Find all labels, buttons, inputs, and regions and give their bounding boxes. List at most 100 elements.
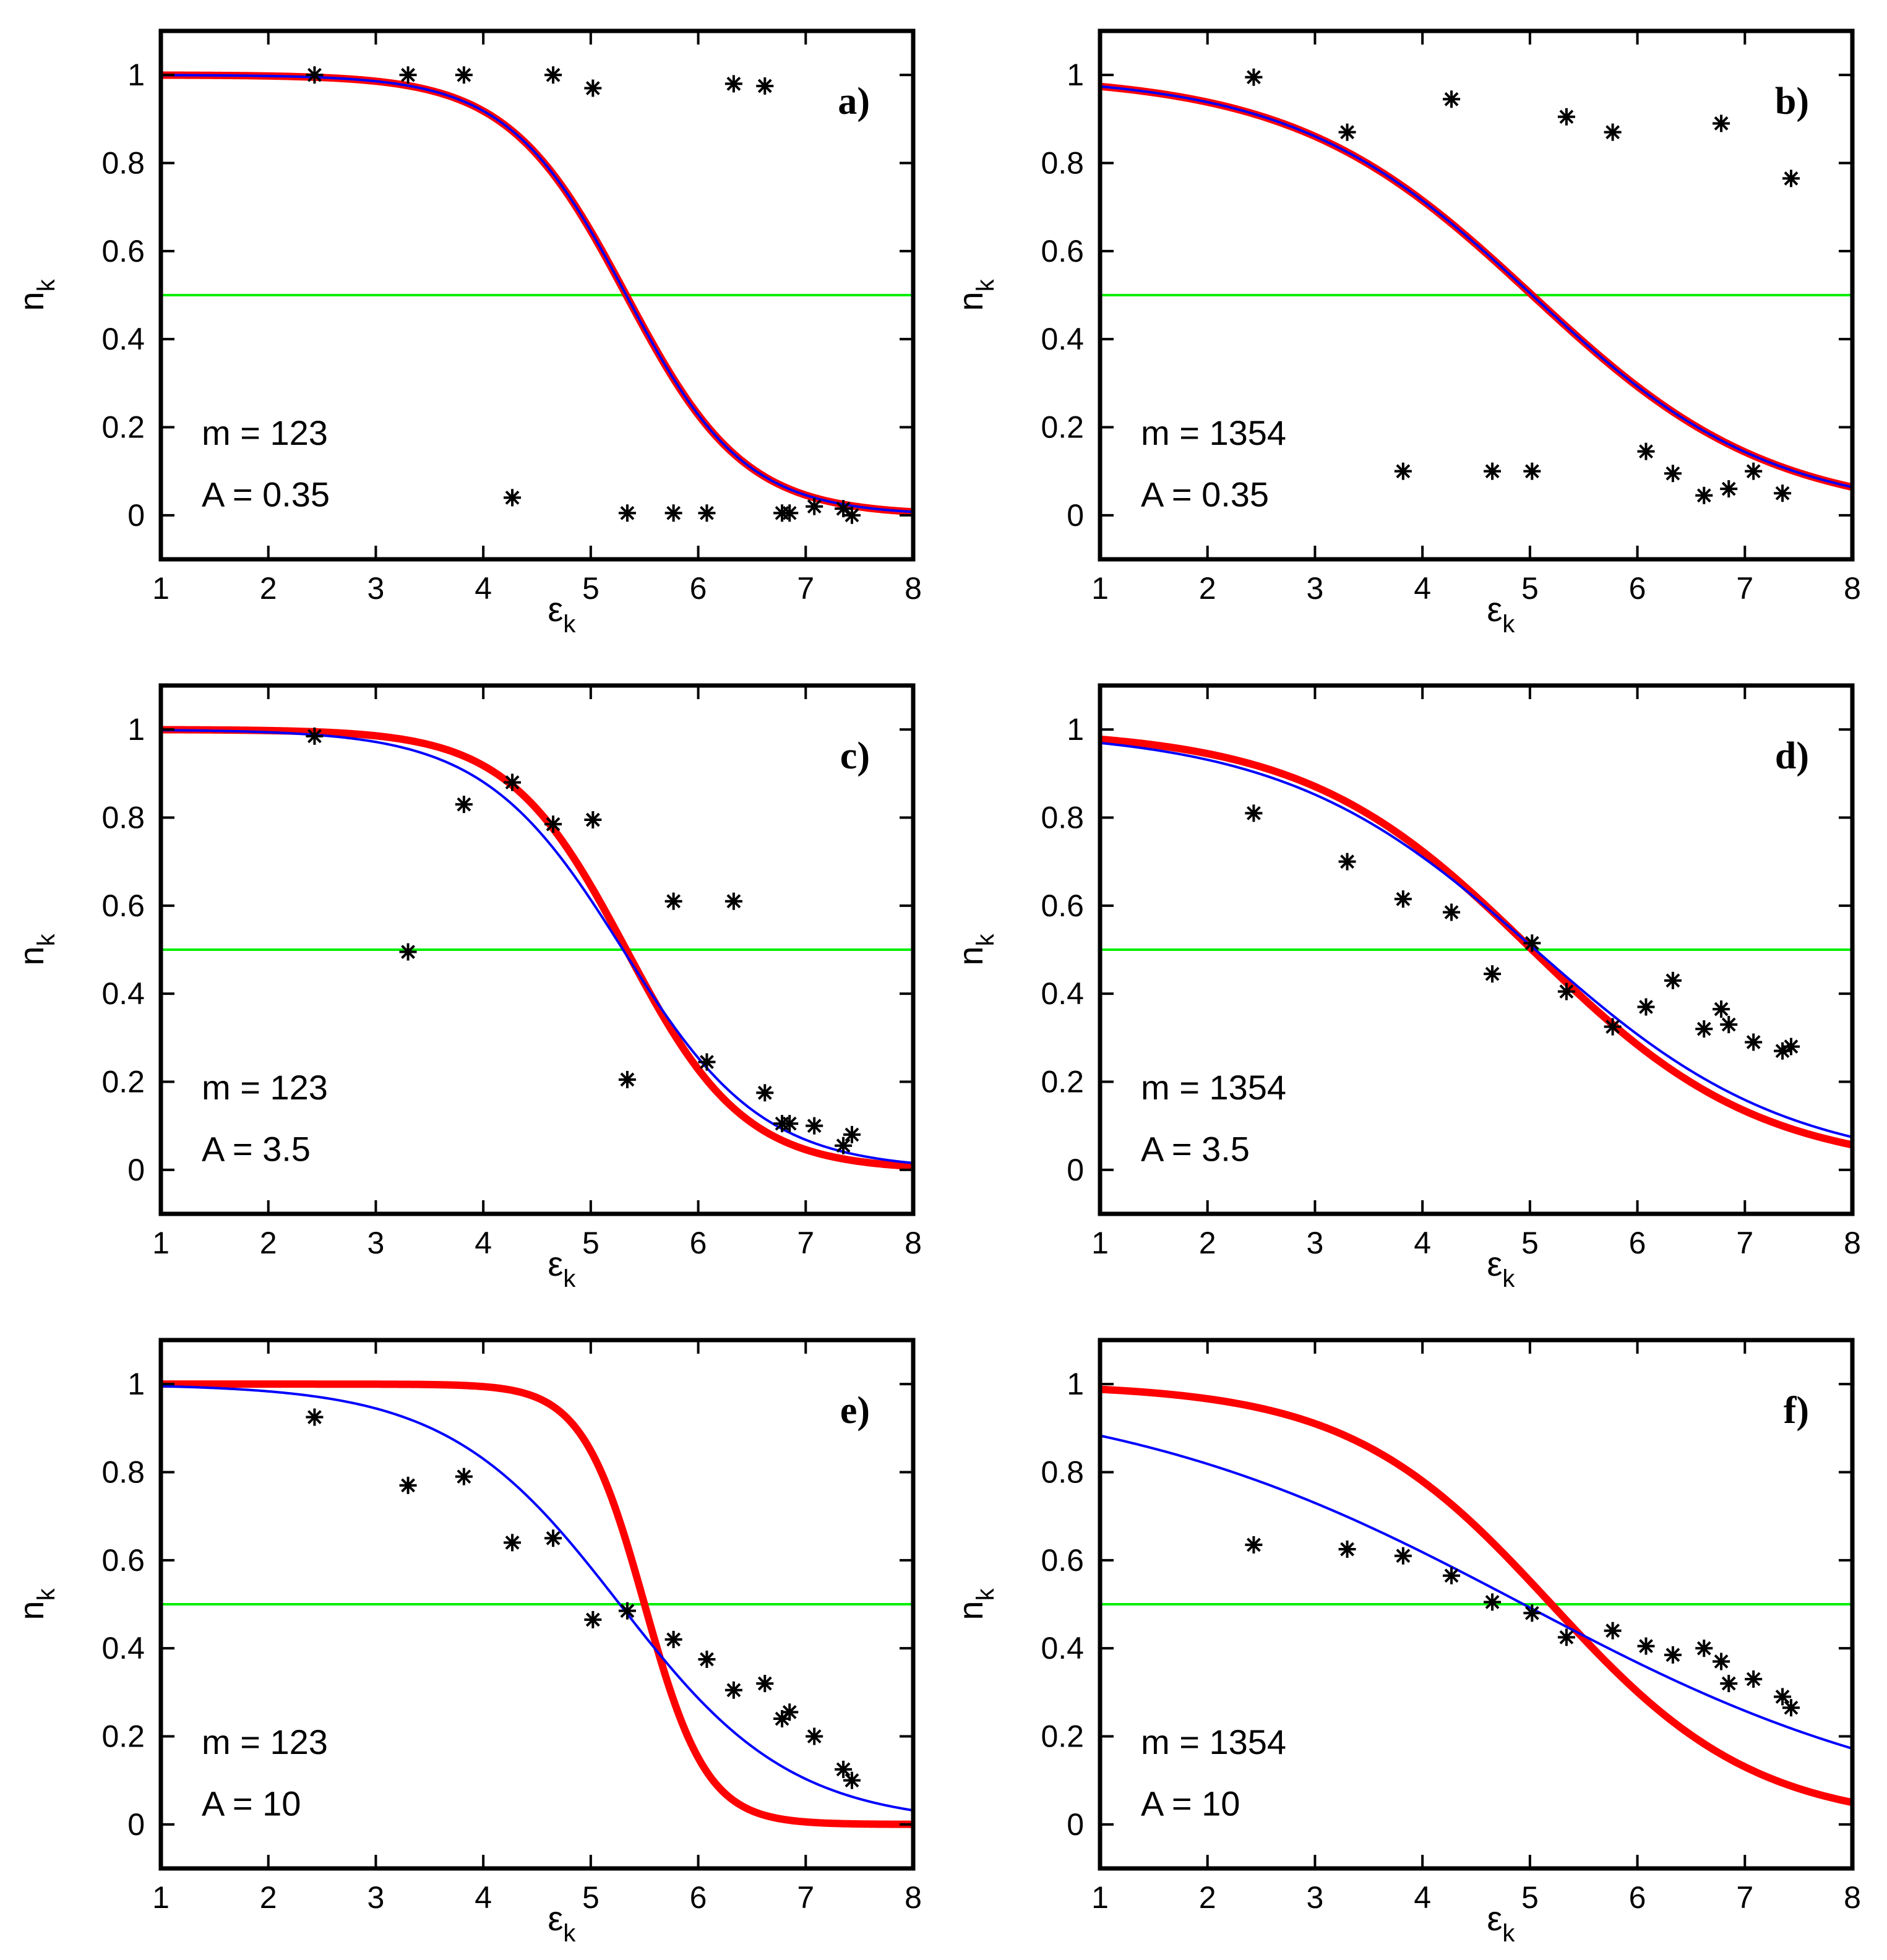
data-point: [1245, 68, 1263, 86]
data-point: [455, 66, 473, 84]
marker-stroke: [1696, 1641, 1711, 1656]
y-axis-label: nk: [12, 278, 60, 311]
marker-stroke: [700, 1055, 714, 1069]
x-tick-label: 8: [1844, 571, 1861, 606]
data-point: [1523, 462, 1541, 480]
data-point: [781, 1703, 799, 1721]
marker-stroke: [700, 1652, 714, 1667]
x-tick-label: 6: [1629, 1226, 1646, 1260]
data-point: [584, 79, 602, 97]
x-tick-label: 6: [690, 1226, 707, 1260]
data-point: [1338, 1541, 1356, 1558]
marker-stroke: [1559, 984, 1574, 999]
red-fit-curve: [161, 1380, 913, 1828]
x-axis-label: εk: [548, 1899, 576, 1947]
x-tick-label: 7: [797, 1880, 814, 1915]
x-tick-label: 8: [1844, 1880, 1861, 1915]
marker-stroke: [1340, 1542, 1354, 1557]
y-axis-label: nk: [12, 933, 60, 965]
blue-fit-curve: [1100, 741, 1852, 1138]
x-tick-label: 7: [1736, 1880, 1753, 1915]
y-tick-label: 0.8: [1041, 801, 1084, 835]
marker-stroke: [807, 1119, 822, 1133]
panel-label: c): [840, 735, 870, 777]
data-point: [504, 773, 522, 791]
marker-stroke: [620, 1072, 635, 1087]
data-point: [618, 504, 636, 522]
y-tick-label: 0.2: [101, 1065, 145, 1099]
marker-stroke: [836, 1138, 851, 1153]
marker-stroke: [1721, 1676, 1736, 1691]
marker-stroke: [505, 1535, 520, 1550]
x-tick-label: 1: [1091, 1226, 1109, 1260]
marker-stroke: [1639, 1000, 1653, 1014]
marker-stroke: [700, 505, 714, 520]
x-tick-label: 8: [905, 1226, 922, 1260]
y-tick-label: 0.2: [1041, 410, 1084, 445]
marker-stroke: [585, 812, 600, 827]
data-point: [1443, 1567, 1461, 1584]
data-point: [835, 1137, 853, 1154]
marker-stroke: [845, 1773, 859, 1788]
x-tick-label: 3: [368, 1226, 385, 1260]
y-tick-label: 0: [127, 498, 145, 533]
x-tick-label: 5: [582, 571, 600, 606]
marker-stroke: [1559, 1630, 1574, 1644]
marker-stroke: [782, 505, 797, 520]
marker-stroke: [1485, 1595, 1500, 1609]
x-tick-label: 6: [1629, 571, 1646, 606]
x-axis-label-main: ε: [548, 1244, 563, 1283]
marker-stroke: [1246, 1537, 1261, 1552]
data-point: [806, 1117, 823, 1135]
y-tick-label: 1: [1067, 58, 1084, 92]
data-point: [843, 1125, 861, 1143]
marker-stroke: [1696, 1021, 1711, 1036]
y-axis-label-sub: k: [33, 1588, 60, 1601]
annotation-a: A = 0.35: [202, 475, 330, 514]
marker-stroke: [546, 817, 561, 832]
marker-stroke: [307, 67, 322, 82]
blue-fit-curve: [1100, 85, 1852, 489]
marker-stroke: [457, 797, 471, 812]
y-tick-label: 0.6: [101, 888, 145, 923]
x-axis-label-main: ε: [1487, 590, 1502, 629]
panel-label: b): [1775, 80, 1809, 123]
x-tick-label: 1: [152, 1226, 170, 1260]
data-point: [1782, 1038, 1800, 1055]
x-tick-label: 4: [1414, 571, 1431, 606]
x-tick-label: 3: [1307, 1880, 1324, 1915]
y-tick-label: 1: [127, 1367, 145, 1401]
y-tick-label: 0.2: [1041, 1065, 1084, 1099]
y-axis-label-sub: k: [972, 933, 999, 946]
x-tick-label: 4: [475, 1880, 492, 1915]
x-tick-label: 5: [1521, 1226, 1539, 1260]
x-axis-label: εk: [1487, 1899, 1515, 1947]
marker-stroke: [1605, 125, 1620, 140]
y-tick-label: 0.2: [101, 1719, 145, 1754]
x-tick-label: 4: [475, 571, 492, 606]
y-axis-label-sub: k: [33, 278, 60, 291]
marker-stroke: [666, 894, 681, 909]
data-point: [698, 504, 716, 522]
y-tick-label: 0.6: [1041, 1543, 1084, 1578]
annotation-a: A = 3.5: [1141, 1130, 1250, 1169]
marker-stroke: [726, 1683, 741, 1698]
marker-stroke: [757, 79, 772, 93]
marker-stroke: [1775, 1690, 1790, 1704]
y-axis-label-main: n: [951, 291, 990, 311]
marker-stroke: [1340, 125, 1354, 140]
data-point: [1245, 804, 1263, 822]
y-tick-label: 0.6: [1041, 888, 1084, 923]
y-tick-label: 0.6: [1041, 234, 1084, 269]
marker-stroke: [1784, 1700, 1799, 1715]
panel-label: a): [838, 80, 870, 123]
data-point: [1695, 1020, 1713, 1038]
data-point: [544, 815, 562, 833]
data-point: [1394, 1547, 1412, 1565]
annotation-m: m = 123: [202, 1722, 328, 1761]
marker-stroke: [1775, 486, 1790, 501]
y-tick-label: 0: [1067, 498, 1084, 533]
